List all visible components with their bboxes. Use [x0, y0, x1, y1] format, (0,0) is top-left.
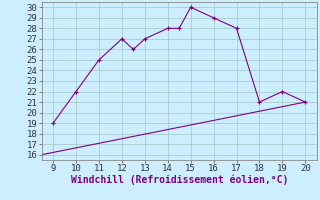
X-axis label: Windchill (Refroidissement éolien,°C): Windchill (Refroidissement éolien,°C) [70, 175, 288, 185]
